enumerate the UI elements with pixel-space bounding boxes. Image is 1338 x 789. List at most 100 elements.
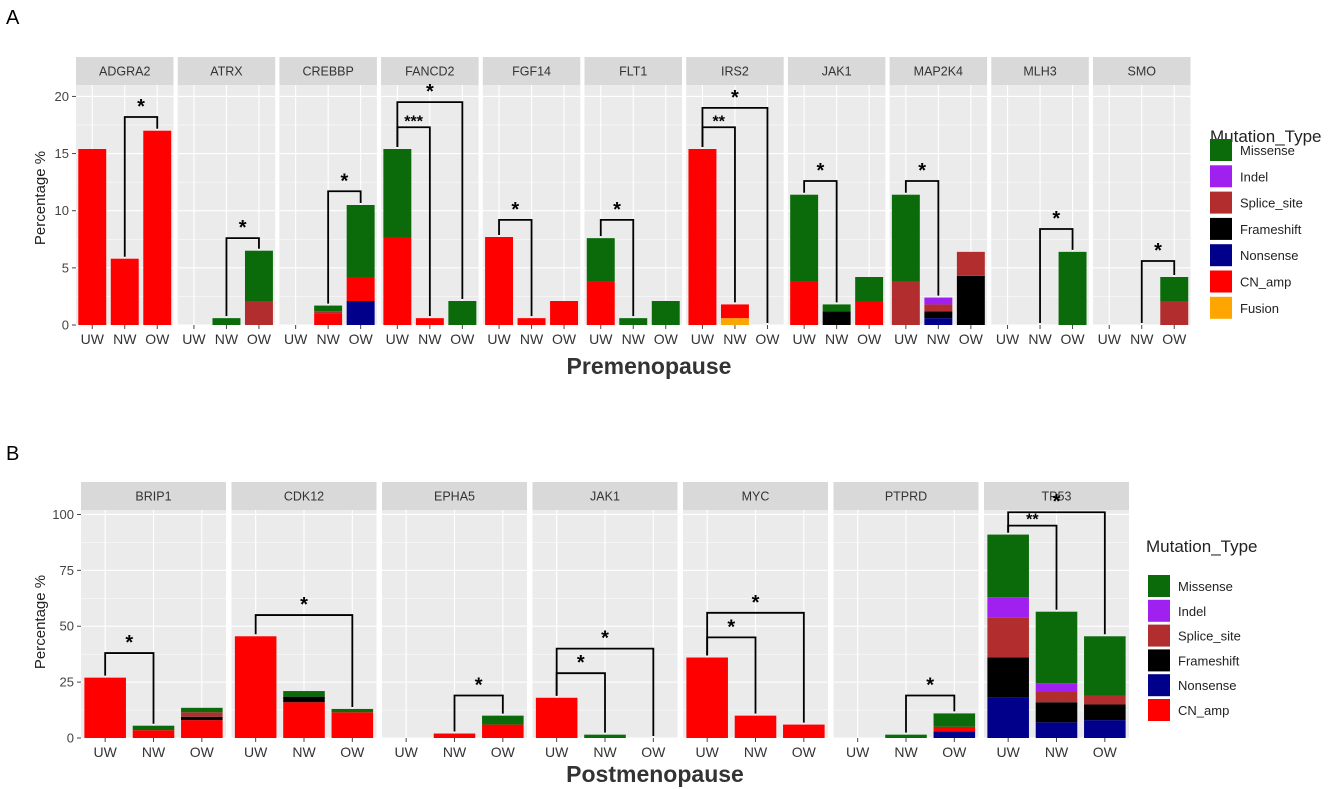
y-tick-label: 100 bbox=[52, 507, 74, 522]
bar-tp53-nw-frameshift bbox=[1035, 702, 1078, 723]
facet-strip bbox=[686, 57, 784, 85]
chart-premenopause: 0 5 10 15 20 ADGRA2 UW NW OW * ATRX UW NW OW * CREBBP UW… bbox=[55, 57, 1191, 347]
legend-label-cn-amp: CN_amp bbox=[1178, 703, 1229, 718]
bar-map2k4-uw-splice-site bbox=[891, 281, 920, 325]
bar-tp53-ow-splice-site bbox=[1084, 695, 1126, 705]
significance-label: ** bbox=[1026, 512, 1039, 529]
bar-jak1-nw-missense bbox=[584, 734, 626, 738]
x-tick-label: OW bbox=[491, 744, 516, 760]
bar-cdk12-ow-missense bbox=[331, 708, 374, 713]
x-tick-label: UW bbox=[545, 744, 569, 760]
significance-label: * bbox=[1154, 240, 1162, 262]
x-tick-label: UW bbox=[395, 744, 419, 760]
bar-fgf14-nw-cn-amp bbox=[517, 318, 546, 325]
x-tick-label: NW bbox=[744, 744, 768, 760]
significance-label: * bbox=[125, 632, 133, 654]
facet-strip-label: MLH3 bbox=[1023, 65, 1056, 79]
x-tick-label: UW bbox=[1098, 331, 1122, 347]
x-tick-label: OW bbox=[942, 744, 967, 760]
x-tick-label: NW bbox=[520, 331, 544, 347]
legend-label-missense: Missense bbox=[1240, 143, 1295, 158]
significance-label: * bbox=[918, 160, 926, 182]
x-tick-label: UW bbox=[894, 331, 918, 347]
facet-fancd2: FANCD2 UW NW OW **** bbox=[381, 57, 479, 347]
facet-strip-label: FANCD2 bbox=[405, 65, 454, 79]
legend-swatch-nonsense bbox=[1210, 244, 1232, 267]
x-tick-label: UW bbox=[182, 331, 206, 347]
facet-strip-label: CREBBP bbox=[302, 65, 353, 79]
bar-fancd2-uw-missense bbox=[383, 149, 412, 237]
bar-ptprd-ow-missense bbox=[933, 713, 976, 727]
facet-strip bbox=[231, 482, 377, 510]
y-axis-label-b: Percentage % bbox=[32, 575, 49, 669]
bar-crebbp-nw-splice-site bbox=[314, 311, 343, 314]
facet-strip-label: FGF14 bbox=[512, 65, 551, 79]
legend-title-a: Mutation_Type bbox=[1210, 127, 1322, 146]
x-tick-label: OW bbox=[792, 744, 817, 760]
x-tick-label: NW bbox=[142, 744, 166, 760]
significance-label: * bbox=[752, 592, 760, 614]
x-tick-label: OW bbox=[349, 331, 374, 347]
significance-label: * bbox=[239, 217, 247, 239]
legend-label-fusion: Fusion bbox=[1240, 301, 1279, 316]
x-tick-label: NW bbox=[316, 331, 340, 347]
facet-strip bbox=[991, 57, 1089, 85]
chart-postmenopause: 0 25 50 75 100 BRIP1 UW NW OW * CDK12 UW NW OW * EPHA5 U… bbox=[52, 482, 1129, 760]
significance-label: * bbox=[601, 628, 609, 650]
bar-map2k4-ow-frameshift bbox=[956, 275, 985, 325]
x-axis-title-a: Premenopause bbox=[567, 353, 732, 379]
x-tick-label: UW bbox=[386, 331, 410, 347]
x-tick-label: NW bbox=[894, 744, 918, 760]
facet-strip bbox=[482, 57, 581, 85]
y-tick-label: 5 bbox=[62, 260, 69, 275]
significance-label: * bbox=[613, 199, 621, 221]
facet-strip-label: JAK1 bbox=[822, 65, 852, 79]
legend-label-frameshift: Frameshift bbox=[1240, 222, 1302, 237]
facet-fgf14: FGF14 UW NW OW * bbox=[482, 57, 581, 347]
legend-swatch-frameshift bbox=[1148, 649, 1170, 672]
significance-label: * bbox=[511, 199, 519, 221]
significance-bracket bbox=[254, 614, 354, 707]
facet-jak1: JAK1 UW NW OW * * bbox=[532, 482, 678, 760]
x-tick-label: OW bbox=[641, 744, 666, 760]
bar-adgra2-uw-cn-amp bbox=[78, 149, 107, 325]
significance-bracket bbox=[555, 647, 655, 736]
facet-strip bbox=[984, 482, 1129, 510]
x-tick-label: OW bbox=[1060, 331, 1085, 347]
bar-brip1-ow-frameshift bbox=[181, 716, 223, 721]
facet-flt1: FLT1 UW NW OW * bbox=[584, 57, 682, 347]
bar-flt1-ow-missense bbox=[651, 301, 680, 325]
facet-mlh3: MLH3 UW NW OW * bbox=[991, 57, 1089, 347]
bar-brip1-nw-cn-amp bbox=[132, 730, 175, 738]
significance-label: *** bbox=[404, 113, 423, 130]
facet-brip1: BRIP1 UW NW OW * bbox=[81, 482, 226, 760]
x-tick-label: UW bbox=[284, 331, 308, 347]
x-tick-label: NW bbox=[443, 744, 467, 760]
x-tick-label: NW bbox=[113, 331, 137, 347]
x-tick-label: NW bbox=[1045, 744, 1069, 760]
facet-strip bbox=[76, 57, 174, 85]
significance-bracket bbox=[1039, 228, 1074, 323]
facet-strip bbox=[683, 482, 828, 510]
significance-bracket bbox=[453, 694, 504, 732]
x-tick-label: OW bbox=[247, 331, 272, 347]
bar-crebbp-ow-missense bbox=[346, 205, 375, 277]
facet-strip-label: JAK1 bbox=[590, 490, 620, 504]
bar-flt1-uw-cn-amp bbox=[586, 281, 615, 325]
x-tick-label: UW bbox=[487, 331, 511, 347]
bar-irs2-uw-cn-amp bbox=[688, 149, 717, 325]
bar-map2k4-nw-indel bbox=[924, 297, 953, 305]
legend-swatch-splice-site bbox=[1148, 624, 1170, 647]
significance-label: * bbox=[727, 616, 735, 638]
x-tick-label: OW bbox=[552, 331, 577, 347]
facet-strip-label: FLT1 bbox=[619, 65, 647, 79]
facet-strip-label: MYC bbox=[742, 490, 770, 504]
y-tick-label: 15 bbox=[55, 146, 69, 161]
bar-cdk12-ow-cn-amp bbox=[331, 712, 374, 738]
bar-jak1-uw-cn-amp bbox=[790, 281, 819, 325]
significance-bracket bbox=[1007, 511, 1106, 635]
facet-strip bbox=[787, 57, 886, 85]
significance-label: * bbox=[577, 652, 585, 674]
significance-label: * bbox=[475, 675, 483, 697]
